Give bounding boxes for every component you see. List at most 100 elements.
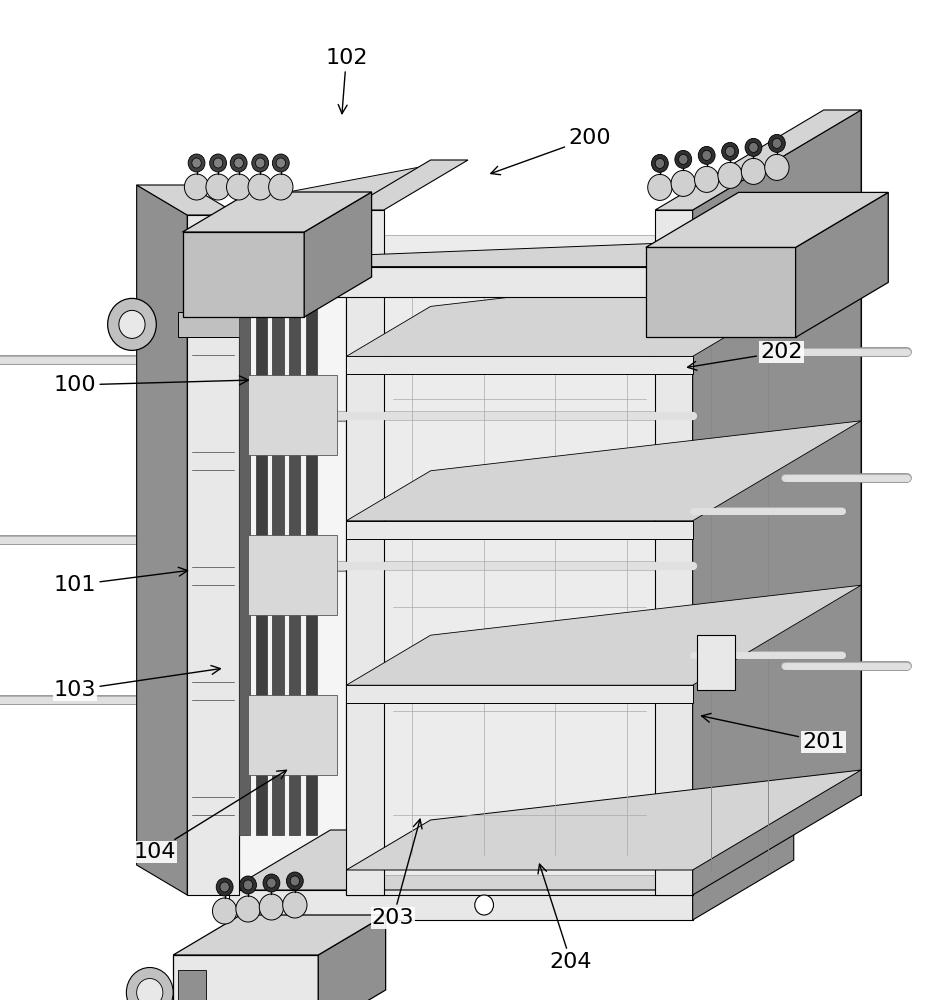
- Circle shape: [256, 158, 265, 168]
- Circle shape: [765, 154, 789, 180]
- Circle shape: [290, 876, 300, 886]
- Polygon shape: [346, 870, 693, 895]
- Circle shape: [671, 170, 695, 196]
- Circle shape: [206, 174, 230, 200]
- Circle shape: [269, 174, 293, 200]
- Text: 101: 101: [53, 567, 187, 595]
- Polygon shape: [183, 232, 304, 317]
- Polygon shape: [239, 265, 250, 835]
- Polygon shape: [304, 267, 777, 297]
- Polygon shape: [346, 256, 861, 356]
- Polygon shape: [384, 235, 655, 875]
- Polygon shape: [346, 770, 861, 870]
- Polygon shape: [318, 915, 386, 1000]
- Polygon shape: [693, 830, 794, 920]
- Circle shape: [259, 894, 284, 920]
- Circle shape: [679, 154, 688, 164]
- Polygon shape: [304, 237, 827, 267]
- Circle shape: [675, 150, 692, 168]
- Circle shape: [722, 142, 739, 160]
- Polygon shape: [248, 375, 337, 455]
- Polygon shape: [248, 695, 337, 775]
- Text: 103: 103: [53, 666, 220, 700]
- Circle shape: [267, 878, 276, 888]
- Circle shape: [272, 154, 289, 172]
- Circle shape: [126, 968, 173, 1000]
- Circle shape: [216, 878, 233, 896]
- Polygon shape: [346, 210, 384, 895]
- Polygon shape: [229, 830, 794, 890]
- Polygon shape: [229, 890, 693, 920]
- Polygon shape: [178, 970, 206, 1000]
- Circle shape: [263, 874, 280, 892]
- Polygon shape: [239, 165, 431, 215]
- Polygon shape: [346, 685, 693, 703]
- Circle shape: [210, 154, 227, 172]
- Circle shape: [745, 138, 762, 156]
- Polygon shape: [173, 915, 386, 955]
- Polygon shape: [239, 215, 346, 295]
- Circle shape: [648, 174, 672, 200]
- Circle shape: [227, 174, 251, 200]
- Text: 201: 201: [702, 713, 845, 752]
- Polygon shape: [304, 192, 372, 317]
- Text: 202: 202: [688, 342, 803, 370]
- Circle shape: [718, 162, 742, 188]
- Polygon shape: [137, 185, 239, 215]
- Polygon shape: [655, 210, 693, 895]
- Polygon shape: [239, 215, 346, 895]
- Text: 204: 204: [538, 864, 592, 972]
- Circle shape: [725, 146, 735, 156]
- Circle shape: [252, 154, 269, 172]
- Text: 104: 104: [133, 770, 286, 862]
- Polygon shape: [178, 312, 243, 337]
- Polygon shape: [697, 635, 735, 690]
- Circle shape: [213, 158, 223, 168]
- Polygon shape: [272, 265, 284, 835]
- Circle shape: [741, 158, 766, 184]
- Polygon shape: [796, 192, 888, 337]
- Circle shape: [234, 158, 243, 168]
- Polygon shape: [346, 421, 861, 521]
- Polygon shape: [256, 265, 267, 835]
- Circle shape: [248, 174, 272, 200]
- Circle shape: [230, 154, 247, 172]
- Circle shape: [286, 872, 303, 890]
- Text: 100: 100: [53, 375, 248, 395]
- Circle shape: [192, 158, 201, 168]
- Polygon shape: [346, 585, 861, 685]
- Polygon shape: [187, 215, 239, 895]
- Polygon shape: [137, 185, 187, 895]
- Text: 203: 203: [372, 819, 422, 928]
- Circle shape: [768, 134, 785, 152]
- Circle shape: [184, 174, 209, 200]
- Text: 102: 102: [325, 48, 368, 114]
- Polygon shape: [289, 265, 300, 835]
- Polygon shape: [346, 356, 693, 374]
- Circle shape: [283, 892, 307, 918]
- Circle shape: [276, 158, 285, 168]
- Circle shape: [119, 310, 145, 338]
- Polygon shape: [431, 585, 861, 653]
- Text: 200: 200: [490, 128, 611, 175]
- Polygon shape: [655, 110, 861, 210]
- Polygon shape: [646, 247, 796, 337]
- Circle shape: [236, 896, 260, 922]
- Circle shape: [240, 876, 256, 894]
- Polygon shape: [346, 521, 693, 539]
- Circle shape: [475, 895, 493, 915]
- Circle shape: [749, 142, 758, 152]
- Circle shape: [220, 882, 229, 892]
- Circle shape: [137, 978, 163, 1000]
- Circle shape: [651, 154, 668, 172]
- Circle shape: [702, 150, 711, 160]
- Circle shape: [108, 298, 156, 350]
- Circle shape: [655, 158, 665, 168]
- Polygon shape: [173, 955, 318, 1000]
- Polygon shape: [693, 110, 861, 895]
- Circle shape: [212, 898, 237, 924]
- Circle shape: [772, 138, 782, 148]
- Polygon shape: [431, 421, 861, 489]
- Circle shape: [188, 154, 205, 172]
- Circle shape: [695, 166, 719, 192]
